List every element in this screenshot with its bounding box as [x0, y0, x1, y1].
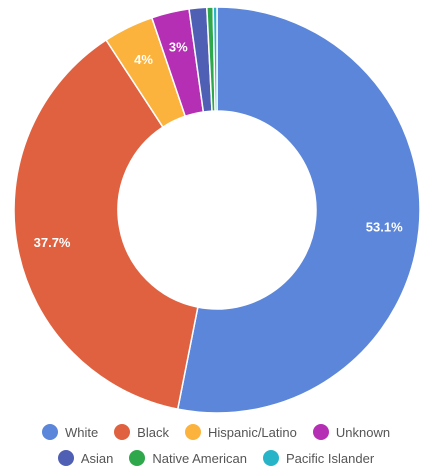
slice-label-hispanic-latino: 4% — [134, 52, 153, 67]
slice-black[interactable] — [13, 38, 199, 411]
legend-item-hispanic-latino[interactable]: Hispanic/Latino — [184, 424, 297, 440]
legend-label: Black — [137, 424, 169, 440]
slice-label-white: 53.1% — [366, 219, 403, 234]
legend-item-unknown[interactable]: Unknown — [312, 424, 391, 440]
legend-label: Native American — [152, 450, 248, 466]
legend-label: Hispanic/Latino — [207, 424, 297, 440]
legend-item-native-american[interactable]: Native American — [129, 450, 247, 466]
legend-swatch — [184, 424, 201, 440]
legend-row-2: Asian Native American Pacific Islander — [0, 450, 432, 466]
slice-pacific-islander[interactable] — [212, 6, 218, 112]
legend-item-white[interactable]: White — [41, 424, 99, 440]
legend-swatch — [41, 424, 58, 440]
legend-label: White — [64, 424, 99, 440]
legend-swatch — [263, 450, 280, 466]
legend-item-pacific-islander[interactable]: Pacific Islander — [263, 450, 374, 466]
legend-label: Unknown — [335, 424, 391, 440]
legend-swatch — [57, 450, 74, 466]
legend-swatch — [312, 424, 329, 440]
legend-label: Asian — [80, 450, 114, 466]
legend-item-asian[interactable]: Asian — [57, 450, 114, 466]
legend-item-black[interactable]: Black — [114, 424, 169, 440]
legend-row-1: White Black Hispanic/Latino Unknown — [0, 424, 432, 440]
slice-label-black: 37.7% — [34, 235, 71, 250]
slice-white[interactable] — [176, 6, 421, 414]
donut-chart: 53.1% 37.7% 4% 3% — [13, 6, 421, 414]
legend-swatch — [129, 450, 146, 466]
slice-label-unknown: 3% — [169, 40, 188, 55]
legend-swatch — [114, 424, 131, 440]
legend-label: Pacific Islander — [286, 450, 375, 466]
